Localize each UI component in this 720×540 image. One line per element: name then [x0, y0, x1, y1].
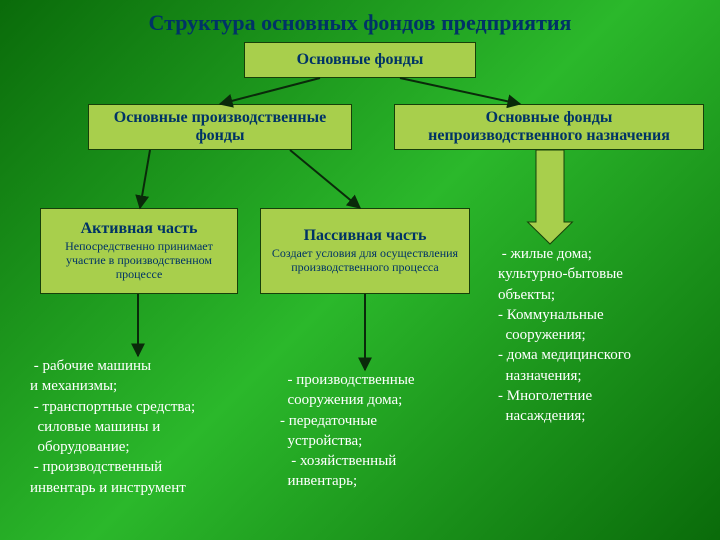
- list-line: и механизмы;: [30, 376, 246, 396]
- list-line: сооружения;: [498, 325, 708, 345]
- list-line: инвентарь и инструмент: [30, 478, 246, 498]
- list-line: - дома медицинского: [498, 345, 708, 365]
- box-nonprod-header: Основные фонды: [401, 109, 697, 127]
- box-nonprod: Основные фонды непроизводственного назна…: [394, 104, 704, 150]
- list-line: объекты;: [498, 285, 708, 305]
- list-line: насаждения;: [498, 406, 708, 426]
- list-line: инвентарь;: [280, 471, 476, 491]
- list-line: сооружения дома;: [280, 390, 476, 410]
- box-prod-sub: фонды: [95, 127, 345, 145]
- box-prod-header: Основные производственные: [95, 109, 345, 127]
- list-line: культурно-бытовые: [498, 264, 708, 284]
- list-line: - передаточные: [280, 411, 476, 431]
- list-line: оборудование;: [30, 437, 246, 457]
- list-line: силовые машины и: [30, 417, 246, 437]
- box-passive: Пассивная часть Создает условия для осущ…: [260, 208, 470, 294]
- list-line: - рабочие машины: [30, 356, 246, 376]
- box-nonprod-sub: непроизводственного назначения: [401, 127, 697, 145]
- nonprod-list: - жилые дома;культурно-бытовыеобъекты;- …: [498, 244, 708, 426]
- list-line: - производственный: [30, 457, 246, 477]
- box-root: Основные фонды: [244, 42, 476, 78]
- active-list: - рабочие машиныи механизмы; - транспорт…: [30, 356, 246, 498]
- list-line: - Коммунальные: [498, 305, 708, 325]
- list-line: назначения;: [498, 366, 708, 386]
- list-line: - Многолетние: [498, 386, 708, 406]
- list-line: - жилые дома;: [498, 244, 708, 264]
- box-active-header: Активная часть: [47, 220, 231, 238]
- list-line: устройства;: [280, 431, 476, 451]
- passive-list: - производственные сооружения дома;- пер…: [280, 370, 476, 492]
- box-passive-desc: Создает условия для осуществления произв…: [267, 247, 463, 275]
- box-active-desc: Непосредственно принимает участие в прои…: [47, 240, 231, 281]
- list-line: - производственные: [280, 370, 476, 390]
- box-prod: Основные производственные фонды: [88, 104, 352, 150]
- page-title: Структура основных фондов предприятия: [0, 10, 720, 36]
- list-line: - транспортные средства;: [30, 397, 246, 417]
- box-root-header: Основные фонды: [251, 51, 469, 69]
- list-line: - хозяйственный: [280, 451, 476, 471]
- box-passive-header: Пассивная часть: [267, 227, 463, 245]
- box-active: Активная часть Непосредственно принимает…: [40, 208, 238, 294]
